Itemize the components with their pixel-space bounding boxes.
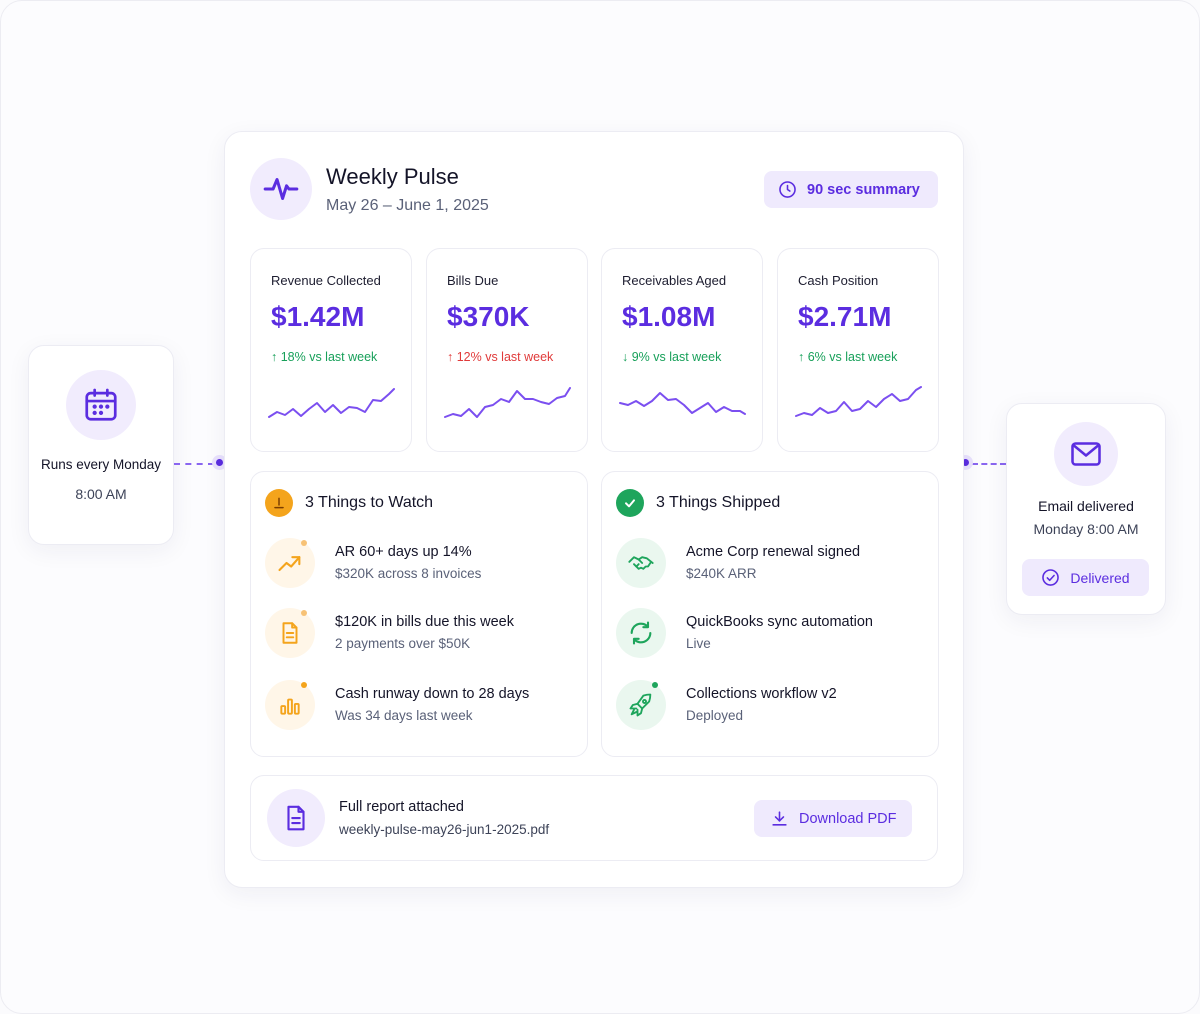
status-dot (301, 610, 307, 616)
clock-icon (779, 181, 796, 198)
metric-label: Receivables Aged (622, 273, 727, 288)
rocket-icon (616, 680, 666, 730)
metric-label: Revenue Collected (271, 273, 381, 288)
report-filename: weekly-pulse-may26-jun1-2025.pdf (339, 822, 550, 837)
item-title: Cash runway down to 28 days (335, 686, 530, 702)
delivery-time: Monday 8:00 AM (1033, 521, 1139, 537)
delivered-badge-label: Delivered (1070, 569, 1130, 586)
things-shipped-title: 3 Things Shipped (656, 494, 781, 511)
metric-card-bills: Bills Due $370K ↑ 12% vs last week (426, 248, 588, 452)
schedule-time: 8:00 AM (75, 486, 127, 502)
metric-card-cash: Cash Position $2.71M ↑ 6% vs last week (777, 248, 939, 452)
list-item: $120K in bills due this week 2 payments … (265, 608, 575, 660)
delivery-card: Email delivered Monday 8:00 AM Delivered (1006, 403, 1166, 615)
metric-label: Cash Position (798, 273, 879, 288)
metric-value: $1.42M (271, 301, 365, 332)
item-detail: 2 payments over $50K (335, 636, 471, 651)
mail-icon-circle (1054, 422, 1118, 486)
delivery-connector (972, 463, 1006, 465)
mail-icon (1071, 442, 1101, 466)
pulse-icon (263, 177, 299, 201)
calendar-icon (85, 388, 117, 421)
file-icon (287, 805, 305, 831)
report-title: Full report attached (339, 799, 464, 815)
item-detail: Live (686, 636, 711, 651)
metric-label: Bills Due (447, 273, 499, 288)
metric-change: ↓ 9% vs last week (622, 350, 722, 364)
warning-icon (265, 489, 293, 517)
schedule-card: Runs every Monday 8:00 AM (28, 345, 174, 545)
sparkline-chart (444, 387, 571, 418)
metric-change: ↑ 6% vs last week (798, 350, 898, 364)
metric-value: $1.08M (622, 301, 716, 332)
sync-icon (616, 608, 666, 658)
status-dot (652, 682, 658, 688)
metric-value: $2.71M (798, 301, 892, 332)
list-item: Cash runway down to 28 days Was 34 days … (265, 680, 575, 732)
schedule-label: Runs every Monday (40, 457, 162, 472)
metric-change: ↑ 12% vs last week (447, 350, 554, 364)
delivery-label: Email delivered (1038, 498, 1134, 514)
schedule-connector (174, 463, 214, 465)
item-detail: $320K across 8 invoices (335, 566, 482, 581)
metric-value: $370K (447, 301, 530, 332)
page-title: Weekly Pulse (326, 164, 459, 189)
check-circle-icon (1042, 569, 1060, 586)
item-title: QuickBooks sync automation (686, 614, 873, 630)
download-pdf-label: Download PDF (799, 810, 897, 827)
item-title: Acme Corp renewal signed (686, 544, 861, 560)
date-range: May 26 – June 1, 2025 (326, 197, 489, 214)
things-to-watch-title: 3 Things to Watch (305, 494, 434, 511)
list-item: Collections workflow v2 Deployed (616, 680, 926, 732)
pulse-icon-circle (250, 158, 312, 220)
list-item: QuickBooks sync automation Live (616, 608, 926, 660)
delivered-badge: Delivered (1022, 559, 1149, 596)
item-title: $120K in bills due this week (335, 614, 514, 630)
list-item: Acme Corp renewal signed $240K ARR (616, 538, 926, 590)
things-shipped-panel: 3 Things Shipped Acme Corp renewal signe… (601, 471, 939, 757)
item-detail: Was 34 days last week (335, 708, 473, 723)
list-item: AR 60+ days up 14% $320K across 8 invoic… (265, 538, 575, 590)
item-title: Collections workflow v2 (686, 686, 837, 702)
item-detail: Deployed (686, 708, 744, 723)
file-icon-circle (267, 789, 325, 847)
handshake-icon (616, 538, 666, 588)
metric-card-receivables: Receivables Aged $1.08M ↓ 9% vs last wee… (601, 248, 763, 452)
status-dot (301, 682, 307, 688)
sparkline-chart (795, 386, 922, 417)
download-pdf-button[interactable]: Download PDF (754, 800, 912, 837)
trend-up-icon (265, 538, 315, 588)
summary-button-label: 90 sec summary (807, 181, 920, 198)
metric-change: ↑ 18% vs last week (271, 350, 378, 364)
bar-chart-icon (265, 680, 315, 730)
report-attachment: Full report attached weekly-pulse-may26-… (250, 775, 938, 861)
item-title: AR 60+ days up 14% (335, 544, 472, 560)
document-icon (265, 608, 315, 658)
things-to-watch-panel: 3 Things to Watch AR 60+ days up 14% $32… (250, 471, 588, 757)
status-dot (301, 540, 307, 546)
metric-card-revenue: Revenue Collected $1.42M ↑ 18% vs last w… (250, 248, 412, 452)
download-icon (772, 811, 787, 826)
calendar-icon-circle (66, 370, 136, 440)
check-icon (616, 489, 644, 517)
sparkline-chart (619, 392, 746, 415)
weekly-pulse-card: Weekly Pulse May 26 – June 1, 2025 90 se… (224, 131, 964, 888)
sparkline-chart (268, 388, 395, 418)
item-detail: $240K ARR (686, 566, 757, 581)
summary-button[interactable]: 90 sec summary (764, 171, 938, 208)
